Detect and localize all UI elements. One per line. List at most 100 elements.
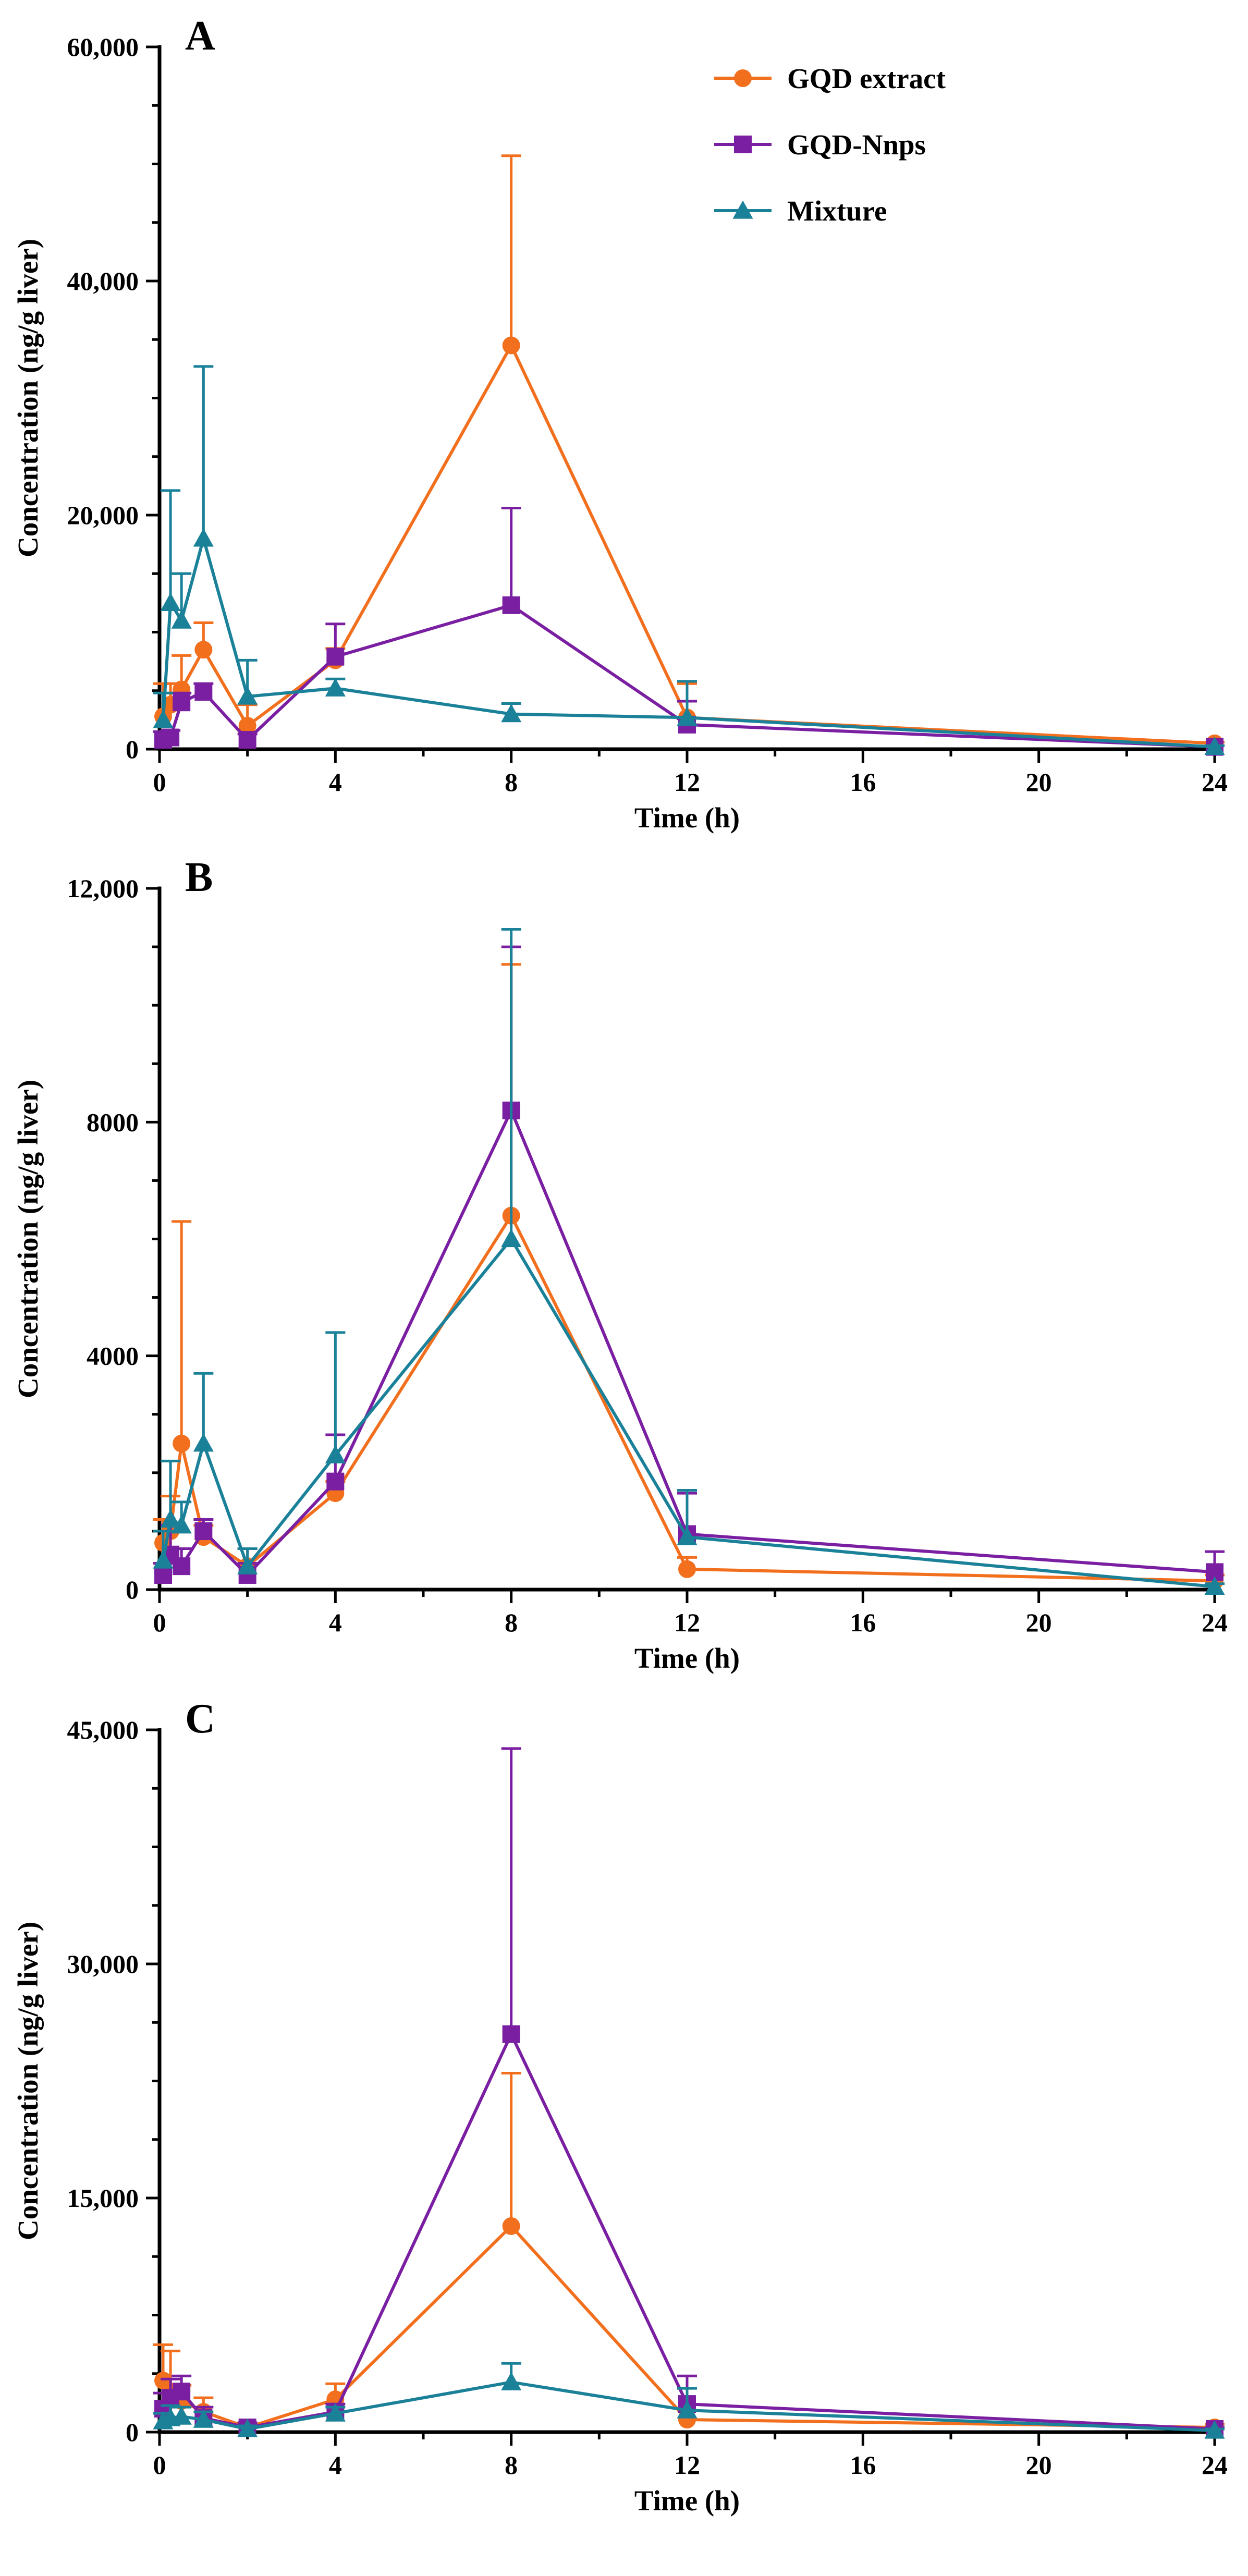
- data-point: [160, 1509, 181, 1528]
- legend-label: GQD extract: [787, 63, 946, 94]
- data-point: [173, 1434, 191, 1452]
- data-point: [193, 1433, 214, 1452]
- x-tick-label: 8: [505, 1608, 518, 1637]
- data-point: [153, 1550, 174, 1569]
- y-tick-label: 60,000: [67, 32, 139, 62]
- x-tick-label: 0: [153, 1608, 166, 1637]
- y-tick-label: 12,000: [67, 874, 139, 903]
- data-point: [171, 610, 192, 629]
- data-point: [237, 686, 258, 705]
- series-gqd-extract: [153, 154, 1225, 752]
- data-point: [173, 693, 191, 712]
- legend-swatch-marker: [734, 69, 752, 87]
- data-point: [677, 707, 698, 726]
- x-tick-label: 16: [850, 767, 876, 797]
- y-axis-title: Concentration (ng/g liver): [12, 1080, 44, 1398]
- data-point: [238, 731, 256, 749]
- x-tick-label: 4: [329, 767, 342, 797]
- y-tick-label: 0: [126, 2418, 139, 2447]
- series-gqd-nnps: [153, 1747, 1225, 2438]
- legend: GQD extract GQD-Nnps Mixture: [714, 63, 946, 227]
- x-tick-label: 24: [1202, 767, 1228, 797]
- y-tick-label: 45,000: [67, 1715, 139, 1744]
- data-point: [502, 2025, 520, 2043]
- y-tick-label: 30,000: [67, 1949, 139, 1979]
- data-point: [677, 1527, 698, 1545]
- data-point: [194, 1522, 213, 1540]
- data-point: [502, 596, 520, 614]
- y-tick-label: 20,000: [67, 500, 139, 530]
- legend-swatch-marker: [732, 200, 753, 219]
- data-point: [1204, 1576, 1225, 1595]
- series-line: [162, 2032, 1215, 2431]
- panel-letter: B: [185, 854, 213, 900]
- series-mixture: [153, 927, 1225, 1595]
- data-point: [173, 2383, 191, 2401]
- panel-letter: C: [185, 1696, 215, 1742]
- data-point: [154, 1566, 172, 1584]
- data-point: [502, 336, 520, 355]
- data-point: [325, 2403, 346, 2422]
- data-point: [237, 2419, 258, 2437]
- x-tick-label: 8: [505, 767, 518, 797]
- y-tick-label: 15,000: [67, 2183, 139, 2213]
- x-tick-label: 12: [674, 2450, 700, 2480]
- x-tick-label: 4: [329, 2450, 342, 2480]
- x-axis-title: Time (h): [634, 2485, 740, 2517]
- x-tick-label: 12: [674, 1608, 700, 1637]
- chart-panel-c: 0 15,000 30,000 45,000 0 4 8 12 16 20 24 Time (h) Co…: [12, 1696, 1228, 2517]
- data-point: [194, 682, 213, 701]
- chart-panel-a: 0 20,000 40,000 60,000 0 4 8 12 16 20 24 Time (h) Co…: [12, 13, 1228, 834]
- x-tick-label: 20: [1026, 1608, 1052, 1637]
- legend-swatch-marker: [734, 136, 752, 153]
- x-tick-label: 12: [674, 767, 700, 797]
- series-gqd-extract: [153, 963, 1225, 1590]
- x-tick-label: 0: [153, 2450, 166, 2480]
- data-point: [193, 2409, 214, 2428]
- data-point: [678, 1560, 696, 1578]
- x-tick-label: 24: [1202, 1608, 1228, 1637]
- x-tick-label: 0: [153, 767, 166, 797]
- data-point: [501, 1228, 522, 1248]
- series-gqd-extract: [153, 2072, 1225, 2437]
- x-tick-label: 20: [1026, 767, 1052, 797]
- x-tick-label: 16: [850, 2450, 876, 2480]
- data-point: [326, 1472, 345, 1491]
- data-point: [1204, 2420, 1225, 2439]
- x-axis-title: Time (h): [634, 802, 740, 834]
- data-point: [501, 704, 522, 723]
- x-tick-label: 8: [505, 2450, 518, 2480]
- data-point: [325, 678, 346, 697]
- y-axis-title: Concentration (ng/g liver): [12, 239, 44, 557]
- y-tick-label: 40,000: [67, 266, 139, 296]
- series-mixture: [153, 2362, 1225, 2439]
- data-point: [171, 1515, 192, 1534]
- x-axis-title: Time (h): [634, 1642, 740, 1674]
- series-mixture: [153, 365, 1225, 755]
- chart-panel-b: 0 4000 8000 12,000 0 4 8 12 16 20 24 Time (h) Concen…: [12, 854, 1228, 1674]
- y-tick-label: 0: [126, 735, 139, 764]
- data-point: [162, 728, 180, 747]
- data-point: [153, 710, 174, 728]
- data-point: [160, 592, 181, 612]
- y-tick-label: 0: [126, 1575, 139, 1604]
- legend-label: Mixture: [787, 195, 887, 227]
- y-tick-label: 4000: [87, 1341, 139, 1371]
- y-tick-label: 8000: [87, 1107, 139, 1137]
- data-point: [171, 2406, 192, 2425]
- data-point: [502, 2217, 520, 2235]
- x-tick-label: 16: [850, 1608, 876, 1637]
- data-point: [173, 1557, 191, 1576]
- data-point: [193, 528, 214, 547]
- x-tick-label: 20: [1026, 2450, 1052, 2480]
- data-point: [325, 1445, 346, 1463]
- x-tick-label: 24: [1202, 2450, 1228, 2480]
- data-point: [677, 2400, 698, 2419]
- data-point: [326, 648, 345, 666]
- data-point: [1204, 736, 1225, 755]
- x-tick-label: 4: [329, 1608, 342, 1637]
- data-point: [501, 2372, 522, 2390]
- legend-label: GQD-Nnps: [787, 129, 926, 161]
- data-point: [194, 641, 213, 659]
